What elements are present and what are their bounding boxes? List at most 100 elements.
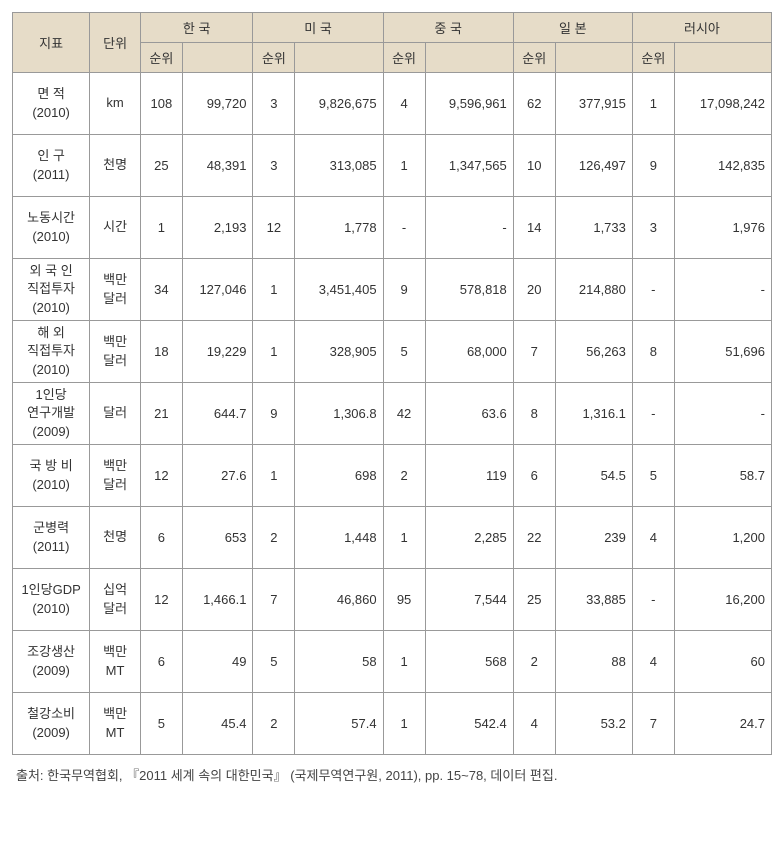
value-cell: 377,915 [555,73,632,135]
rank-cell: 12 [140,569,182,631]
value-cell: 45.4 [182,693,253,755]
value-cell: 1,200 [674,507,771,569]
rank-cell: 1 [632,73,674,135]
rank-cell: 9 [253,383,295,445]
rank-cell: 1 [253,259,295,321]
value-cell: 126,497 [555,135,632,197]
value-cell: 48,391 [182,135,253,197]
value-cell: 127,046 [182,259,253,321]
value-cell: 214,880 [555,259,632,321]
rank-cell: 21 [140,383,182,445]
rank-cell: 108 [140,73,182,135]
rank-cell: 4 [632,631,674,693]
header-rank: 순위 [513,43,555,73]
value-cell: 19,229 [182,321,253,383]
value-cell: - [674,259,771,321]
unit-cell: 천명 [90,135,141,197]
value-cell: 46,860 [295,569,383,631]
value-cell: 2,285 [425,507,513,569]
rank-cell: 5 [632,445,674,507]
value-cell: 1,466.1 [182,569,253,631]
unit-cell: 백만달러 [90,445,141,507]
value-cell: 57.4 [295,693,383,755]
value-cell: 63.6 [425,383,513,445]
header-value [425,43,513,73]
value-cell: 1,976 [674,197,771,259]
rank-cell: 4 [383,73,425,135]
value-cell: 1,306.8 [295,383,383,445]
value-cell: 68,000 [425,321,513,383]
indicator-cell: 해 외직접투자(2010) [13,321,90,383]
value-cell: 3,451,405 [295,259,383,321]
value-cell: 27.6 [182,445,253,507]
rank-cell: 1 [383,631,425,693]
value-cell: 49 [182,631,253,693]
value-cell: - [425,197,513,259]
value-cell: 644.7 [182,383,253,445]
value-cell: 542.4 [425,693,513,755]
rank-cell: 12 [140,445,182,507]
indicator-cell: 1인당GDP(2010) [13,569,90,631]
rank-cell: 10 [513,135,555,197]
unit-cell: 백만달러 [90,321,141,383]
value-cell: 2,193 [182,197,253,259]
value-cell: 1,316.1 [555,383,632,445]
rank-cell: 7 [632,693,674,755]
value-cell: 58 [295,631,383,693]
rank-cell: 62 [513,73,555,135]
unit-cell: 백만달러 [90,259,141,321]
rank-cell: 12 [253,197,295,259]
table-row: 해 외직접투자(2010)백만달러1819,2291328,905568,000… [13,321,772,383]
value-cell: 9,826,675 [295,73,383,135]
value-cell: 17,098,242 [674,73,771,135]
rank-cell: 3 [253,73,295,135]
header-country-korea: 한 국 [140,13,253,43]
indicator-cell: 1인당연구개발(2009) [13,383,90,445]
table-row: 국 방 비(2010)백만달러1227.616982119654.5558.7 [13,445,772,507]
header-value [674,43,771,73]
rank-cell: 5 [383,321,425,383]
rank-cell: 9 [383,259,425,321]
value-cell: 142,835 [674,135,771,197]
comparison-table: 지표 단위 한 국 미 국 중 국 일 본 러시아 순위 순위 순위 순위 순위… [12,12,772,755]
value-cell: 578,818 [425,259,513,321]
table-row: 면 적(2010)km10899,72039,826,67549,596,961… [13,73,772,135]
rank-cell: 5 [253,631,295,693]
rank-cell: 34 [140,259,182,321]
table-row: 조강생산(2009)백만MT6495581568288460 [13,631,772,693]
rank-cell: 2 [383,445,425,507]
value-cell: 698 [295,445,383,507]
table-row: 인 구(2011)천명2548,3913313,08511,347,565101… [13,135,772,197]
unit-cell: 시간 [90,197,141,259]
rank-cell: 42 [383,383,425,445]
table-row: 1인당연구개발(2009)달러21644.791,306.84263.681,3… [13,383,772,445]
table-row: 철강소비(2009)백만MT545.4257.41542.4453.2724.7 [13,693,772,755]
value-cell: 1,778 [295,197,383,259]
table-header: 지표 단위 한 국 미 국 중 국 일 본 러시아 순위 순위 순위 순위 순위 [13,13,772,73]
value-cell: 653 [182,507,253,569]
rank-cell: 1 [140,197,182,259]
table-row: 1인당GDP(2010)십억달러121,466.1746,860957,5442… [13,569,772,631]
value-cell: 56,263 [555,321,632,383]
value-cell: 313,085 [295,135,383,197]
indicator-cell: 면 적(2010) [13,73,90,135]
value-cell: - [674,383,771,445]
rank-cell: 20 [513,259,555,321]
value-cell: 1,347,565 [425,135,513,197]
rank-cell: 1 [383,135,425,197]
rank-cell: 2 [253,693,295,755]
value-cell: 568 [425,631,513,693]
rank-cell: 5 [140,693,182,755]
rank-cell: 6 [140,631,182,693]
rank-cell: 18 [140,321,182,383]
rank-cell: 95 [383,569,425,631]
rank-cell: - [632,569,674,631]
rank-cell: 6 [513,445,555,507]
rank-cell: 14 [513,197,555,259]
rank-cell: 2 [253,507,295,569]
unit-cell: km [90,73,141,135]
rank-cell: 9 [632,135,674,197]
rank-cell: 7 [253,569,295,631]
rank-cell: 8 [632,321,674,383]
value-cell: 1,733 [555,197,632,259]
